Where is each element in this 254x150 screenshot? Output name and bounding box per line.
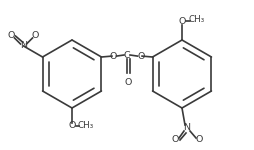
Text: O: O <box>32 32 39 40</box>
Text: O: O <box>68 122 75 130</box>
Text: N: N <box>183 123 190 132</box>
Text: O: O <box>171 135 178 144</box>
Text: O: O <box>124 78 132 87</box>
Text: O: O <box>109 52 116 61</box>
Text: CH₃: CH₃ <box>188 15 204 24</box>
Text: N: N <box>20 42 27 51</box>
Text: O: O <box>178 18 185 27</box>
Text: C: C <box>123 51 130 60</box>
Text: O: O <box>137 52 144 61</box>
Text: O: O <box>195 135 202 144</box>
Text: CH₃: CH₃ <box>77 122 94 130</box>
Text: O: O <box>8 32 15 40</box>
